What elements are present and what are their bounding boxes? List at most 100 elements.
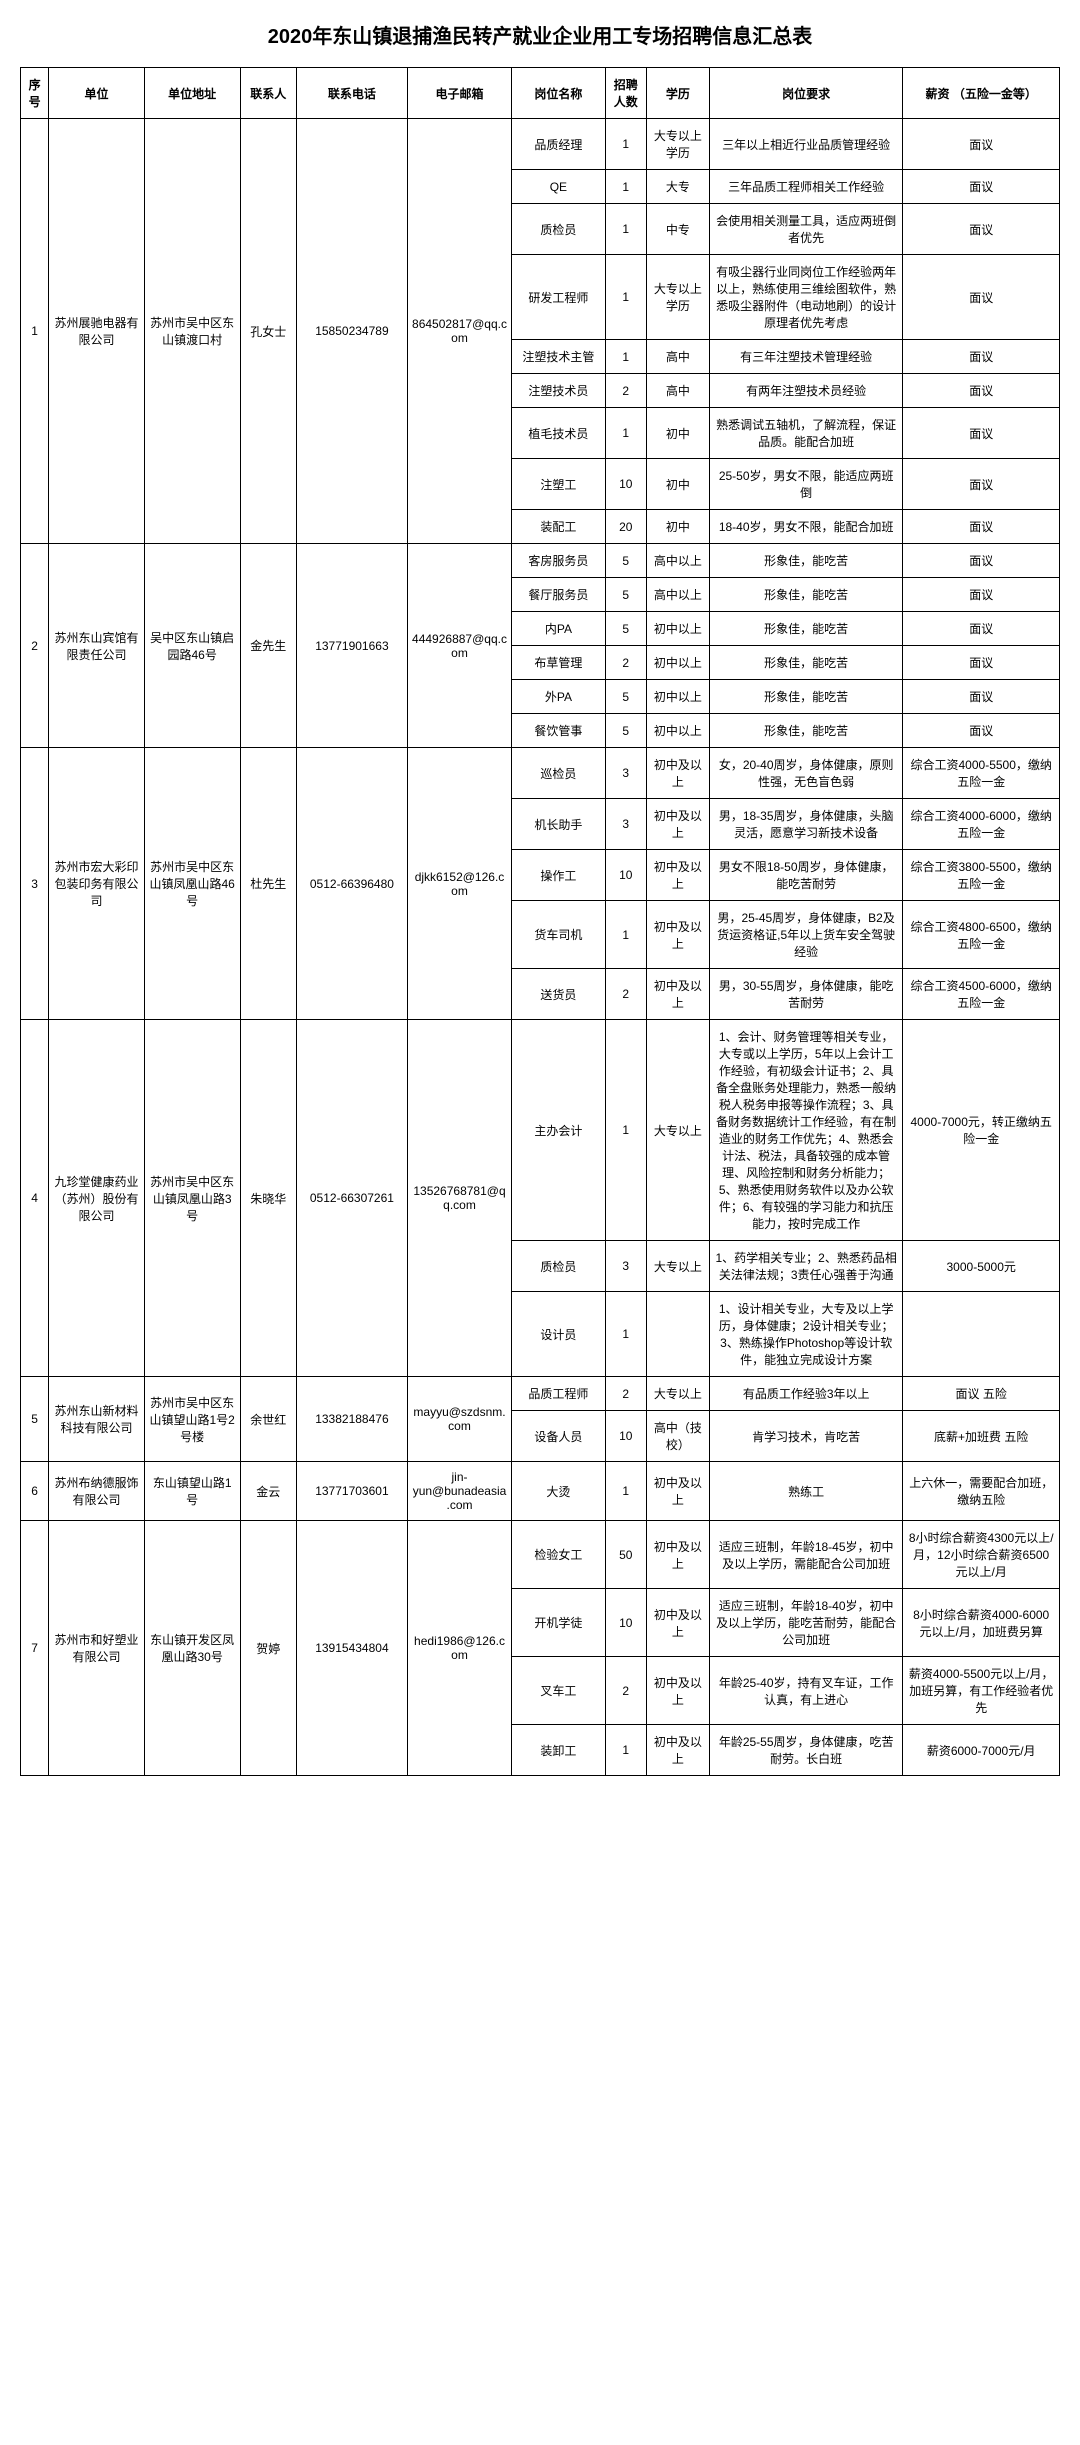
cell-sal: 薪资4000-5500元以上/月，加班另算，有工作经验者优先 — [903, 1657, 1060, 1725]
col-header: 薪资 （五险一金等） — [903, 68, 1060, 119]
cell-num: 1 — [605, 1292, 646, 1377]
cell-req: 有吸尘器行业同岗位工作经验两年以上，熟练使用三维绘图软件，熟悉吸尘器附件（电动地… — [709, 255, 902, 340]
cell-num: 50 — [605, 1521, 646, 1589]
cell-edu: 初中及以上 — [646, 850, 709, 901]
cell-edu: 初中及以上 — [646, 1521, 709, 1589]
cell-req: 年龄25-55周岁，身体健康，吃苦耐劳。长白班 — [709, 1725, 902, 1776]
cell-title: 餐饮管事 — [512, 714, 605, 748]
cell-req: 25-50岁，男女不限，能适应两班倒 — [709, 459, 902, 510]
cell-title: 植毛技术员 — [512, 408, 605, 459]
cell-edu: 初中及以上 — [646, 799, 709, 850]
cell-title: 注塑技术主管 — [512, 340, 605, 374]
cell-num: 3 — [605, 799, 646, 850]
cell-edu: 初中以上 — [646, 646, 709, 680]
table-row: 7苏州市和好塑业有限公司东山镇开发区凤凰山路30号贺婷13915434804he… — [21, 1521, 1060, 1589]
cell-req: 会使用相关测量工具，适应两班倒者优先 — [709, 204, 902, 255]
cell-addr: 苏州市吴中区东山镇凤凰山路46号 — [144, 748, 240, 1020]
cell-edu: 高中（技校） — [646, 1411, 709, 1462]
cell-sal: 3000-5000元 — [903, 1241, 1060, 1292]
cell-req: 形象佳，能吃苦 — [709, 714, 902, 748]
cell-num: 1 — [605, 901, 646, 969]
cell-title: 品质经理 — [512, 119, 605, 170]
cell-num: 1 — [605, 1462, 646, 1521]
cell-email: 13526768781@qq.com — [407, 1020, 511, 1377]
cell-title: 质检员 — [512, 204, 605, 255]
cell-num: 1 — [605, 170, 646, 204]
cell-addr: 苏州市吴中区东山镇凤凰山路3号 — [144, 1020, 240, 1377]
cell-title: 客房服务员 — [512, 544, 605, 578]
col-header: 联系电话 — [297, 68, 408, 119]
col-header: 序号 — [21, 68, 49, 119]
cell-idx: 2 — [21, 544, 49, 748]
cell-req: 形象佳，能吃苦 — [709, 612, 902, 646]
cell-edu: 初中及以上 — [646, 1657, 709, 1725]
cell-contact: 余世红 — [240, 1377, 297, 1462]
cell-sal: 4000-7000元，转正缴纳五险一金 — [903, 1020, 1060, 1241]
cell-num: 5 — [605, 714, 646, 748]
col-header: 单位 — [49, 68, 145, 119]
cell-idx: 4 — [21, 1020, 49, 1377]
cell-req: 肯学习技术，肯吃苦 — [709, 1411, 902, 1462]
cell-email: hedi1986@126.com — [407, 1521, 511, 1776]
cell-req: 适应三班制，年龄18-45岁，初中及以上学历，需能配合公司加班 — [709, 1521, 902, 1589]
cell-req: 男女不限18-50周岁，身体健康，能吃苦耐劳 — [709, 850, 902, 901]
cell-sal: 面议 — [903, 646, 1060, 680]
cell-num: 2 — [605, 646, 646, 680]
cell-sal: 面议 — [903, 459, 1060, 510]
cell-req: 有品质工作经验3年以上 — [709, 1377, 902, 1411]
cell-num: 5 — [605, 612, 646, 646]
cell-title: 注塑工 — [512, 459, 605, 510]
cell-title: 注塑技术员 — [512, 374, 605, 408]
cell-num: 10 — [605, 1411, 646, 1462]
cell-edu: 大专以上学历 — [646, 255, 709, 340]
cell-sal: 8小时综合薪资4300元以上/月，12小时综合薪资6500元以上/月 — [903, 1521, 1060, 1589]
cell-sal: 上六休一，需要配合加班，缴纳五险 — [903, 1462, 1060, 1521]
cell-title: 外PA — [512, 680, 605, 714]
cell-edu: 初中及以上 — [646, 748, 709, 799]
cell-sal: 面议 — [903, 204, 1060, 255]
cell-name: 苏州展驰电器有限公司 — [49, 119, 145, 544]
cell-req: 形象佳，能吃苦 — [709, 680, 902, 714]
cell-sal: 面议 — [903, 612, 1060, 646]
cell-edu: 中专 — [646, 204, 709, 255]
table-row: 6苏州布纳德服饰有限公司东山镇望山路1号金云13771703601jin-yun… — [21, 1462, 1060, 1521]
cell-req: 熟练工 — [709, 1462, 902, 1521]
cell-phone: 13771901663 — [297, 544, 408, 748]
cell-sal: 面议 — [903, 119, 1060, 170]
cell-idx: 3 — [21, 748, 49, 1020]
col-header: 学历 — [646, 68, 709, 119]
cell-sal: 面议 — [903, 714, 1060, 748]
cell-contact: 贺婷 — [240, 1521, 297, 1776]
cell-req: 适应三班制，年龄18-40岁，初中及以上学历，能吃苦耐劳，能配合公司加班 — [709, 1589, 902, 1657]
cell-edu: 初中以上 — [646, 714, 709, 748]
cell-idx: 1 — [21, 119, 49, 544]
cell-title: 货车司机 — [512, 901, 605, 969]
cell-phone: 0512-66396480 — [297, 748, 408, 1020]
cell-num: 20 — [605, 510, 646, 544]
cell-contact: 孔女士 — [240, 119, 297, 544]
cell-sal: 面议 — [903, 680, 1060, 714]
cell-num: 1 — [605, 1020, 646, 1241]
cell-req: 年龄25-40岁，持有叉车证，工作认真，有上进心 — [709, 1657, 902, 1725]
cell-req: 1、设计相关专业，大专及以上学历，身体健康；2设计相关专业；3、熟练操作Phot… — [709, 1292, 902, 1377]
recruiting-table: 序号单位单位地址联系人联系电话电子邮箱岗位名称招聘人数学历岗位要求薪资 （五险一… — [20, 67, 1060, 1776]
cell-edu: 初中及以上 — [646, 1462, 709, 1521]
cell-req: 三年以上相近行业品质管理经验 — [709, 119, 902, 170]
cell-sal: 综合工资4500-6000，缴纳五险一金 — [903, 969, 1060, 1020]
cell-title: QE — [512, 170, 605, 204]
cell-name: 九珍堂健康药业（苏州）股份有限公司 — [49, 1020, 145, 1377]
col-header: 单位地址 — [144, 68, 240, 119]
cell-edu: 初中以上 — [646, 612, 709, 646]
cell-email: 444926887@qq.com — [407, 544, 511, 748]
cell-title: 巡检员 — [512, 748, 605, 799]
table-header-row: 序号单位单位地址联系人联系电话电子邮箱岗位名称招聘人数学历岗位要求薪资 （五险一… — [21, 68, 1060, 119]
cell-name: 苏州东山宾馆有限责任公司 — [49, 544, 145, 748]
cell-contact: 金云 — [240, 1462, 297, 1521]
cell-addr: 吴中区东山镇启园路46号 — [144, 544, 240, 748]
cell-edu: 初中及以上 — [646, 1725, 709, 1776]
cell-sal: 面议 — [903, 408, 1060, 459]
cell-title: 设备人员 — [512, 1411, 605, 1462]
col-header: 电子邮箱 — [407, 68, 511, 119]
cell-req: 三年品质工程师相关工作经验 — [709, 170, 902, 204]
cell-edu: 初中 — [646, 459, 709, 510]
